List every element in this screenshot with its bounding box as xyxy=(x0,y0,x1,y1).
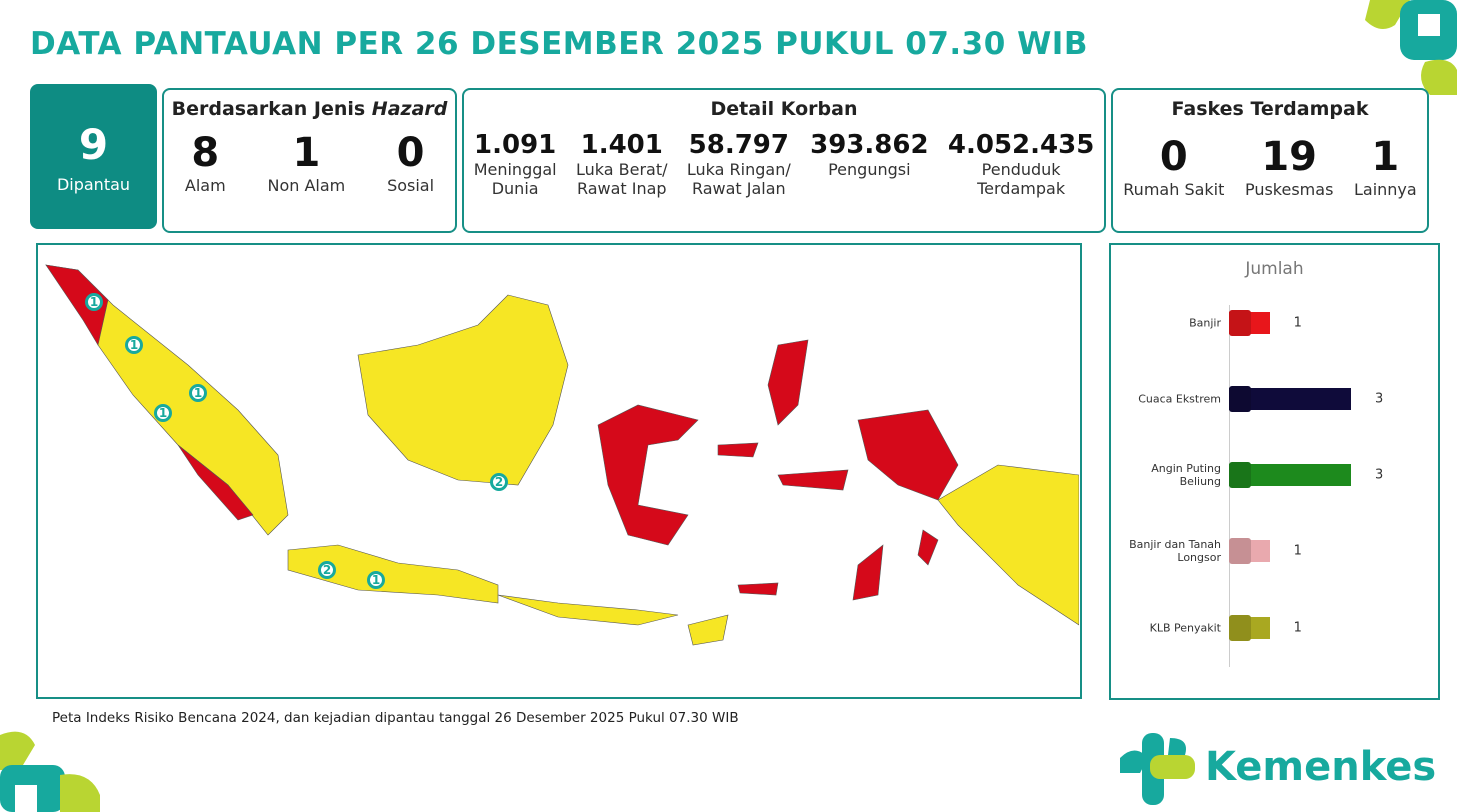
stat-item: 393.862 Pengungsi xyxy=(810,130,928,198)
category-label: Angin Puting Beliung xyxy=(1151,462,1221,488)
stat-label: Non Alam xyxy=(267,176,346,195)
bar xyxy=(1229,464,1351,486)
bar-icon xyxy=(1229,310,1251,336)
bar-icon xyxy=(1229,462,1251,488)
heading-text: Berdasarkan Jenis xyxy=(171,98,372,120)
stat-label: Luka Ringan/ Rawat Jalan xyxy=(686,160,791,198)
heading-italic: Hazard xyxy=(371,98,448,120)
stat-value: 0 xyxy=(396,130,425,176)
caption: Peta Indeks Risiko Bencana 2024, dan kej… xyxy=(52,710,739,726)
map-marker: 1 xyxy=(125,336,143,354)
category-label: Cuaca Ekstrem xyxy=(1138,392,1221,406)
bar-icon xyxy=(1229,615,1251,641)
stat-item: 4.052.435 Penduduk Terdampak xyxy=(948,130,1094,198)
logo: Kemenkes xyxy=(1205,744,1437,790)
monitored-box: 9 Dipantau xyxy=(30,84,157,229)
map-marker: 1 xyxy=(189,384,207,402)
stat-item: 1 Lainnya xyxy=(1354,134,1417,199)
stat-value: 1.091 xyxy=(474,130,557,160)
corner-deco xyxy=(0,731,100,812)
hazard-row: 8 Alam 1 Non Alam 0 Sosial xyxy=(164,130,455,195)
stat-item: 1.091 Meninggal Dunia xyxy=(474,130,557,198)
stat-value: 1 xyxy=(292,130,321,176)
stat-value: 1.401 xyxy=(580,130,663,160)
stat-label: Luka Berat/ Rawat Inap xyxy=(576,160,668,198)
bar xyxy=(1229,388,1351,410)
stat-value: 0 xyxy=(1159,134,1188,180)
victims-heading: Detail Korban xyxy=(710,98,858,120)
stat-label: Pengungsi xyxy=(828,160,911,179)
value-label: 3 xyxy=(1375,467,1384,483)
map-marker: 1 xyxy=(367,571,385,589)
value-label: 1 xyxy=(1293,543,1302,559)
stat-value: 393.862 xyxy=(810,130,929,160)
victims-row: 1.091 Meninggal Dunia 1.401 Luka Berat/ Raw… xyxy=(464,130,1104,198)
map xyxy=(45,264,1080,646)
stat-value: 8 xyxy=(191,130,220,176)
stat-value: 19 xyxy=(1261,134,1318,180)
chart-title: Jumlah xyxy=(1245,259,1304,279)
stat-label: Rumah Sakit xyxy=(1123,180,1225,199)
victims-box: Detail Korban 1.091 Meninggal Dunia 1.401 L… xyxy=(462,88,1106,233)
stat-label: Meninggal Dunia xyxy=(473,160,557,198)
stat-label: Alam xyxy=(184,176,226,195)
facilities-heading: Faskes Terdampak xyxy=(1171,98,1369,120)
stat-label: Penduduk Terdampak xyxy=(977,160,1066,198)
stat-item: 19 Puskesmas xyxy=(1245,134,1333,199)
category-label: Banjir dan Tanah Longsor xyxy=(1129,538,1221,564)
value-label: 3 xyxy=(1375,391,1384,407)
monitored-label: Dipantau xyxy=(56,175,131,194)
chart: Jumlah Banjir 1 Cuaca Ekstrem 3 Angin Puting… xyxy=(1111,245,1438,698)
stat-item: 58.797 Luka Ringan/ Rawat Jalan xyxy=(687,130,791,198)
facilities-box: Faskes Terdampak 0 Rumah Sakit 19 Puskesmas… xyxy=(1111,88,1429,233)
chart-frame: Jumlah Banjir 1 Cuaca Ekstrem 3 Angin Puting… xyxy=(1109,243,1440,700)
stat-item: 1.401 Luka Berat/ Rawat Inap xyxy=(576,130,668,198)
stat-item: 1 Non Alam xyxy=(268,130,346,195)
map-marker: 1 xyxy=(85,293,103,311)
hazard-box: Berdasarkan Jenis Hazard 8 Alam 1 Non Alam 0… xyxy=(162,88,457,233)
title: DATA PANTAUAN PER 26 DESEMBER 2025 PUKUL… xyxy=(30,26,1088,62)
category-label: KLB Penyakit xyxy=(1149,621,1221,635)
stat-label: Sosial xyxy=(387,176,435,195)
map-marker: 2 xyxy=(318,561,336,579)
map-marker: 2 xyxy=(490,473,508,491)
stat-item: 8 Alam xyxy=(185,130,226,195)
value-label: 1 xyxy=(1293,620,1302,636)
stat-item: 0 Sosial xyxy=(387,130,434,195)
stat-label: Puskesmas xyxy=(1244,180,1334,199)
stat-value: 58.797 xyxy=(688,130,789,160)
corner-deco xyxy=(1365,0,1457,95)
stat-value: 1 xyxy=(1371,134,1400,180)
monitored-value: 9 xyxy=(78,120,109,169)
hazard-heading: Berdasarkan Jenis Hazard xyxy=(164,98,455,120)
facilities-row: 0 Rumah Sakit 19 Puskesmas 1 Lainnya xyxy=(1113,134,1427,199)
stat-value: 4.052.435 xyxy=(947,130,1095,160)
bar-icon xyxy=(1229,538,1251,564)
bar-icon xyxy=(1229,386,1251,412)
category-label: Banjir xyxy=(1189,316,1221,330)
map-marker: 1 xyxy=(154,404,172,422)
logo-mark xyxy=(1120,733,1195,805)
value-label: 1 xyxy=(1293,315,1302,331)
stat-item: 0 Rumah Sakit xyxy=(1123,134,1224,199)
stat-label: Lainnya xyxy=(1353,180,1417,199)
